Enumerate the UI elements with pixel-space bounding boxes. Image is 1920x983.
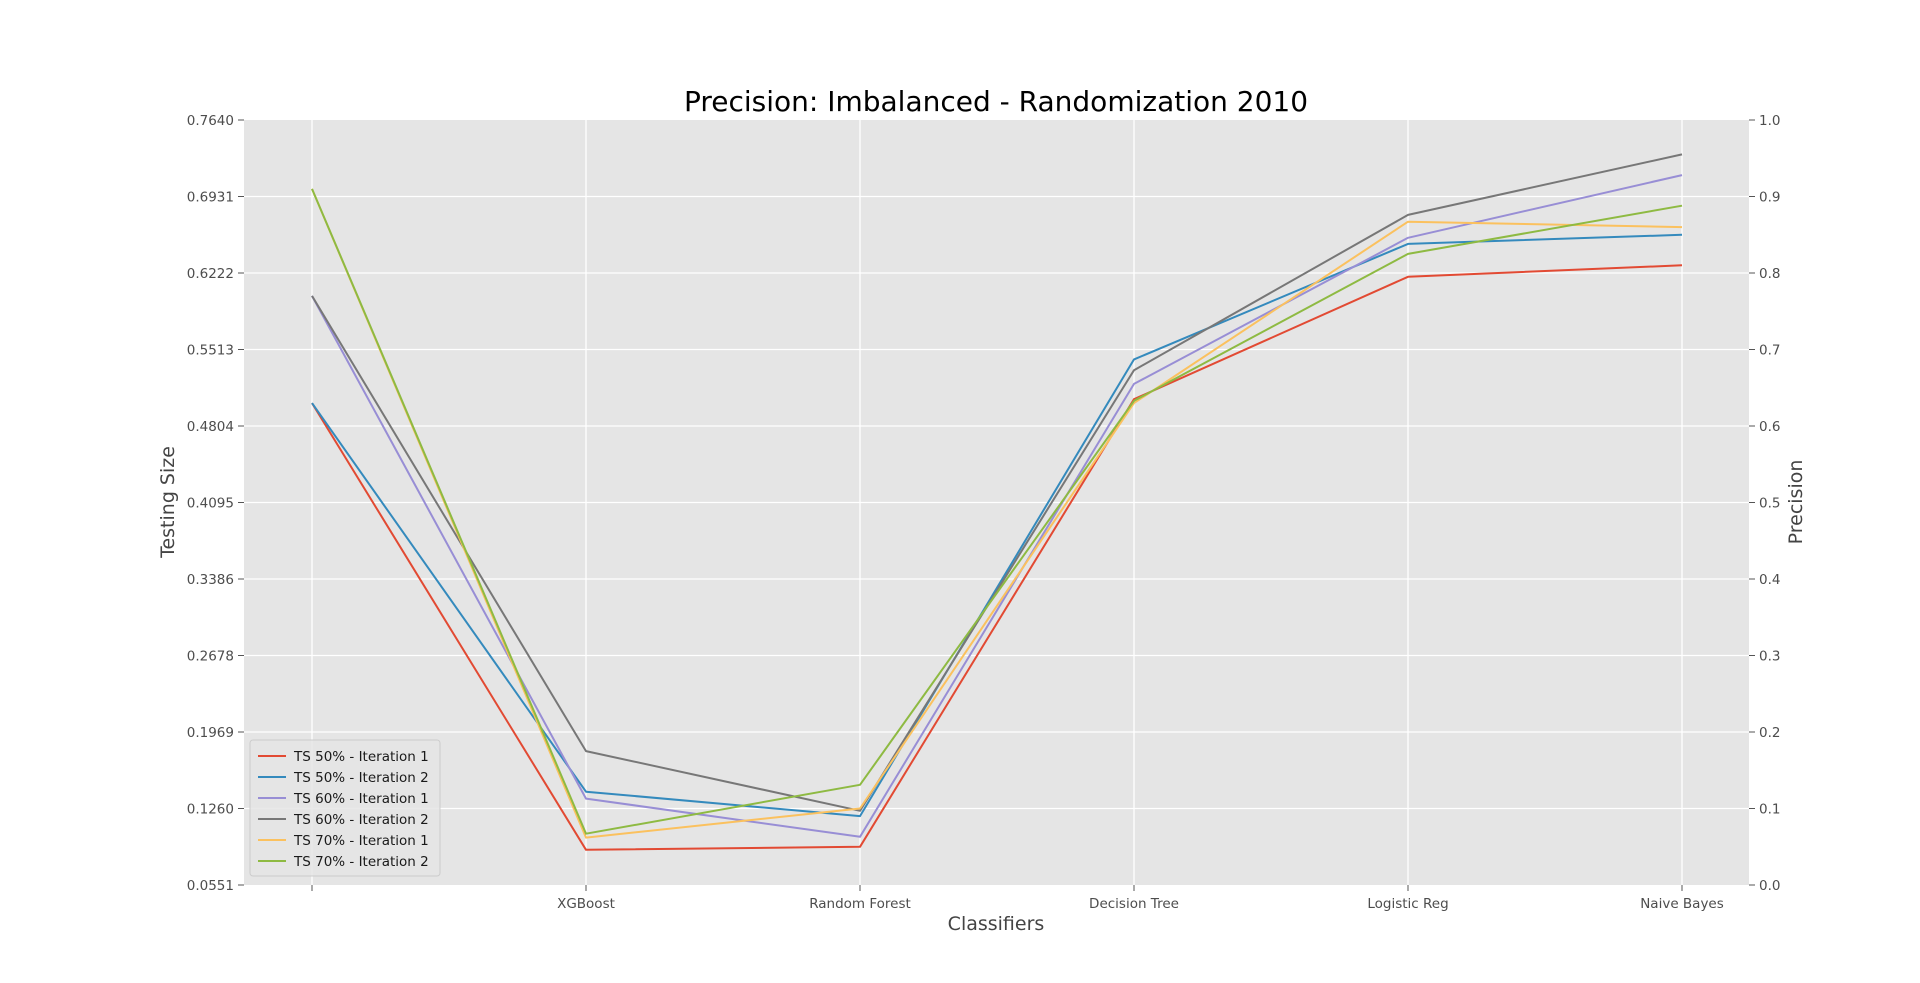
- legend: TS 50% - Iteration 1 TS 50% - Iteration 2…: [249, 739, 441, 877]
- right-y-tick-label: 0.5: [1759, 496, 1780, 512]
- left-y-tick-label: 0.0551: [187, 878, 234, 894]
- left-y-tick-label: 0.2678: [187, 649, 234, 665]
- right-y-tick-label: 0.2: [1759, 725, 1780, 741]
- left-y-tick-label: 0.4095: [187, 496, 234, 512]
- legend-entry: TS 60% - Iteration 1: [293, 791, 429, 807]
- right-y-tick-label: 0.7: [1759, 343, 1780, 359]
- series-line-5: [311, 188, 1683, 839]
- left-y-tick-label: 0.3386: [187, 572, 234, 588]
- series-line-1: [311, 264, 1683, 851]
- series-line-6: [311, 188, 1683, 835]
- right-y-tick-label: 0.1: [1759, 802, 1780, 818]
- left-y-axis: 0.0551 0.1260 0.1969 0.2678 0.3386 0.4095 0.48…: [187, 113, 244, 894]
- left-y-tick-label: 0.7640: [187, 113, 234, 129]
- right-y-tick-label: 0.8: [1759, 266, 1780, 282]
- right-y-axis: 0.0 0.1 0.2 0.3 0.4 0.5 0.6 0.7 0.8 0.9 1.0: [1749, 113, 1780, 894]
- series-line-3: [311, 174, 1683, 838]
- legend-entry: TS 50% - Iteration 1: [293, 749, 429, 765]
- x-axis-label: Classifiers: [948, 913, 1045, 935]
- right-y-tick-label: 1.0: [1759, 113, 1780, 129]
- right-y-tick-label: 0.3: [1759, 649, 1780, 665]
- left-y-tick-label: 0.1969: [187, 725, 234, 741]
- right-y-axis-label: Precision: [1785, 460, 1807, 545]
- x-tick-label: Decision Tree: [1089, 896, 1179, 912]
- legend-entry: TS 70% - Iteration 2: [293, 854, 429, 870]
- left-y-tick-label: 0.5513: [187, 343, 234, 359]
- x-tick-label: Logistic Reg: [1367, 896, 1448, 912]
- x-tick-label: XGBoost: [557, 896, 615, 912]
- legend-entry: TS 50% - Iteration 2: [293, 770, 429, 786]
- x-axis: XGBoost Random Forest Decision Tree Logisti…: [311, 885, 1724, 912]
- right-y-tick-label: 0.6: [1759, 419, 1780, 435]
- left-y-tick-label: 0.1260: [187, 802, 234, 818]
- left-y-tick-label: 0.6222: [187, 266, 234, 282]
- chart-title: Precision: Imbalanced - Randomization 20…: [684, 85, 1308, 118]
- right-y-tick-label: 0.9: [1759, 190, 1780, 206]
- series-line-4: [311, 153, 1683, 812]
- x-tick-label: Naive Bayes: [1640, 896, 1724, 912]
- x-tick-label: Random Forest: [809, 896, 911, 912]
- left-y-tick-label: 0.4804: [187, 419, 234, 435]
- left-y-tick-label: 0.6931: [187, 190, 234, 206]
- legend-entry: TS 70% - Iteration 1: [293, 833, 429, 849]
- right-y-tick-label: 0.4: [1759, 572, 1780, 588]
- right-y-tick-label: 0.0: [1759, 878, 1780, 894]
- series-lines: [311, 153, 1683, 851]
- grid-lines: [244, 120, 1749, 885]
- left-y-axis-label: Testing Size: [157, 446, 179, 559]
- legend-box: [249, 739, 441, 877]
- legend-entry: TS 60% - Iteration 2: [293, 812, 429, 828]
